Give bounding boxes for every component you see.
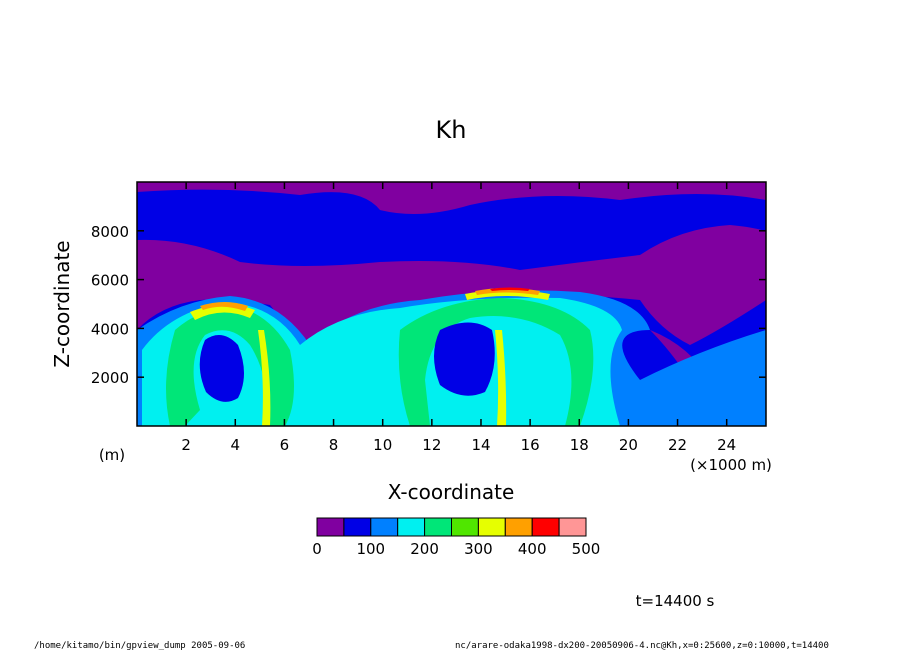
colorbar-swatch-5: [451, 517, 479, 537]
colorbar-swatch-0: [316, 517, 345, 537]
x-tick-label-20: 20: [619, 436, 638, 454]
y-axis-unit: (m): [99, 446, 125, 464]
x-axis: 2 4 6 8 10 12 14 16 18 20 22 24: [181, 182, 736, 454]
y-tick-label-8000: 8000: [91, 223, 129, 241]
y-tick-label-2000: 2000: [91, 369, 129, 387]
contour-field: [137, 182, 766, 426]
x-axis-unit: (×1000 m): [690, 456, 772, 474]
x-tick-label-24: 24: [717, 436, 736, 454]
colorbar-swatch-7: [504, 517, 533, 537]
field-band-red-right: [490, 287, 530, 291]
colorbar-swatch-4: [424, 517, 453, 537]
plot-frame: [136, 181, 767, 427]
y-tick-label-6000: 6000: [91, 272, 129, 290]
x-tick-label-16: 16: [521, 436, 540, 454]
y-tick-label-4000: 4000: [91, 320, 129, 338]
x-tick-label-14: 14: [471, 436, 490, 454]
colorbar-swatch-8: [531, 517, 560, 537]
field-band-updraft-right: [495, 330, 507, 426]
x-tick-label-4: 4: [231, 436, 241, 454]
colorbar-swatch-1: [343, 517, 372, 537]
x-tick-label-18: 18: [570, 436, 589, 454]
x-tick-label-12: 12: [422, 436, 441, 454]
colorbar-swatch-6: [477, 517, 506, 537]
colorbar-label-0: 0: [312, 540, 322, 558]
x-axis-label: X-coordinate: [388, 480, 515, 504]
colorbar-label-300: 300: [464, 540, 493, 558]
colorbar-labels: 0 100 200 300 400 500: [312, 540, 600, 558]
field-band-orange: [200, 302, 248, 311]
chart-title: Kh: [436, 116, 467, 144]
colorbar-label-500: 500: [572, 540, 601, 558]
field-band-purple-upper: [137, 182, 766, 214]
x-tick-label-2: 2: [181, 436, 191, 454]
footer-right: nc/arare-odaka1998-dx200-20050906-4.nc@K…: [455, 641, 829, 651]
colorbar-swatch-9: [558, 517, 587, 537]
field-band-purple-mid: [137, 225, 766, 345]
colorbar-label-400: 400: [518, 540, 547, 558]
y-axis: 2000 4000 6000 8000: [91, 223, 766, 387]
time-label: t=14400 s: [636, 592, 715, 610]
colorbar-label-100: 100: [356, 540, 385, 558]
colorbar-label-200: 200: [410, 540, 439, 558]
x-tick-label-6: 6: [280, 436, 290, 454]
y-axis-label: Z-coordinate: [50, 240, 74, 367]
x-tick-label-8: 8: [329, 436, 339, 454]
footer-left: /home/kitamo/bin/gpview_dump 2005-09-06: [34, 641, 246, 651]
x-tick-label-22: 22: [668, 436, 687, 454]
field-core-right: [434, 322, 495, 396]
colorbar-swatch-2: [370, 517, 399, 537]
field-band-updraft-left: [258, 330, 271, 426]
field-core-left: [199, 335, 244, 402]
colorbar: [316, 517, 587, 537]
x-tick-label-10: 10: [373, 436, 392, 454]
colorbar-swatch-3: [397, 517, 426, 537]
